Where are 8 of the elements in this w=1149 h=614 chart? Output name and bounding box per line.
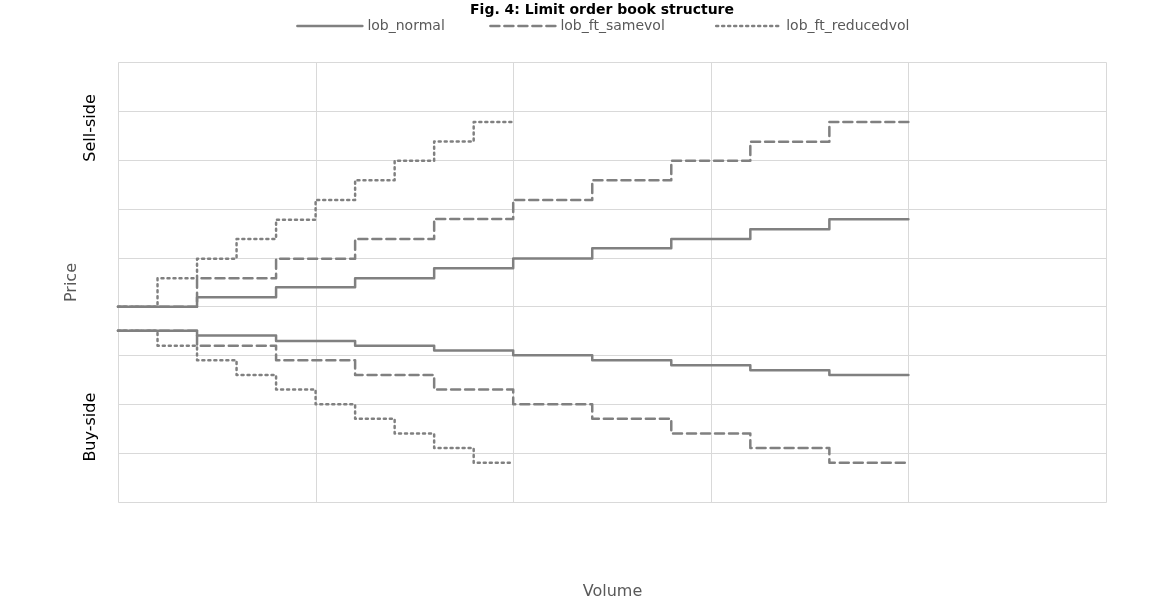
y-axis-title: Price: [60, 262, 80, 303]
x-axis-title: Volume: [582, 580, 643, 600]
legend-label: lob_ft_samevol: [560, 17, 665, 33]
legend-label: lob_normal: [367, 17, 445, 33]
text: Buy-side: [80, 392, 99, 462]
chart-title: Fig. 4: Limit order book structure: [470, 1, 734, 17]
legend-label: lob_ft_reducedvol: [786, 17, 910, 33]
text: Sell-side: [80, 94, 99, 162]
